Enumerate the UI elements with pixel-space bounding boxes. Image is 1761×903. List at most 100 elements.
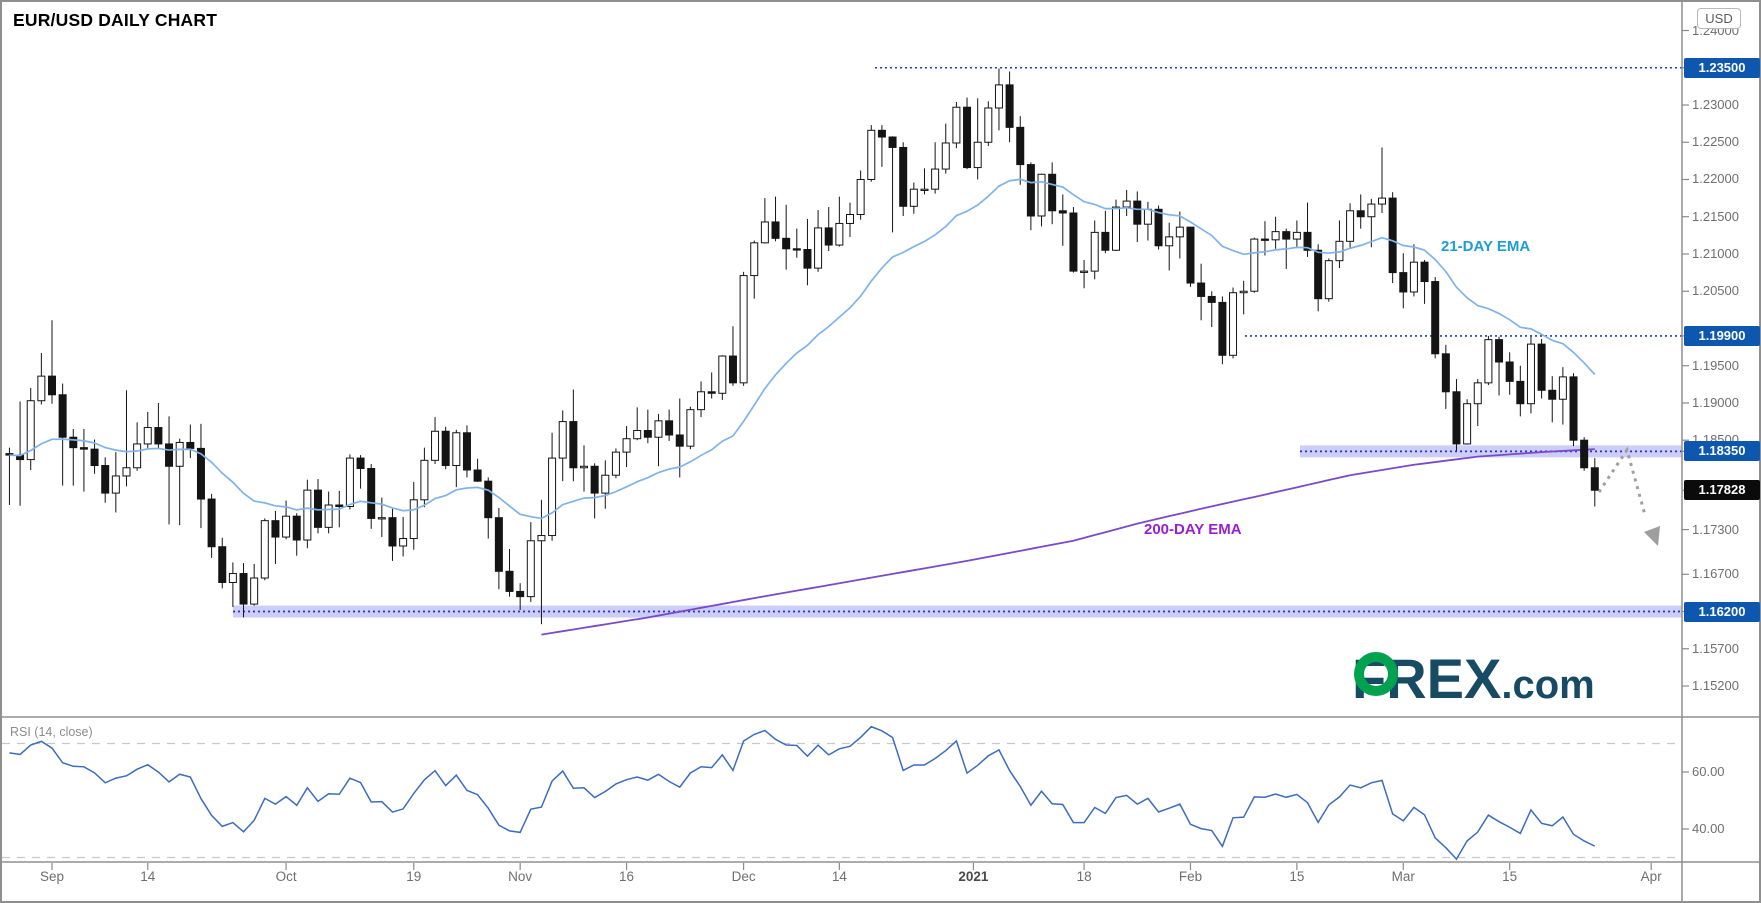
candle-nov-12 xyxy=(601,474,610,494)
candle-dec-11 xyxy=(824,227,833,246)
candle-mar-12 xyxy=(1495,339,1504,363)
candle-jan-21 xyxy=(1112,206,1120,251)
candle-sep-1 xyxy=(48,375,56,396)
candle-feb-10 xyxy=(1260,238,1269,241)
candle-jan-11 xyxy=(1026,164,1035,217)
candle-jan-20 xyxy=(1101,231,1110,251)
candle-jan-5 xyxy=(984,107,993,143)
candle-feb-9 xyxy=(1250,238,1259,292)
candle-nov-17 xyxy=(633,430,642,440)
candle-jan-22 xyxy=(1122,200,1131,208)
candle-oct-30 xyxy=(505,570,514,592)
candle-dec-8 xyxy=(792,248,801,251)
candle-jan-8 xyxy=(1016,126,1025,166)
candle-dec-18 xyxy=(877,129,886,138)
candle-nov-18 xyxy=(643,430,652,438)
candle-oct-29 xyxy=(494,517,503,572)
candle-oct-8 xyxy=(335,504,344,508)
candle-jan-19 xyxy=(1090,231,1099,272)
candle-mar-22 xyxy=(1558,376,1567,400)
candle-feb-12 xyxy=(1282,231,1291,240)
candle-dec-23 xyxy=(909,188,918,207)
candle-oct-16 xyxy=(399,538,408,547)
candle-nov-30 xyxy=(728,355,737,384)
page-title: EUR/USD DAILY CHART xyxy=(13,10,218,30)
candle-oct-26 xyxy=(462,432,471,471)
candle-dec-2 xyxy=(750,242,759,277)
candle-feb-24 xyxy=(1367,203,1376,218)
candle-nov-3 xyxy=(526,540,535,598)
candle-sep-24 xyxy=(228,573,237,583)
candle-oct-15 xyxy=(388,517,397,547)
candle-dec-29 xyxy=(941,142,950,170)
candle-sep-18 xyxy=(186,441,195,449)
candle-dec-4 xyxy=(771,221,780,239)
candle-oct-19 xyxy=(409,499,418,540)
candle-mar-9 xyxy=(1463,403,1472,445)
candle-nov-20 xyxy=(665,420,674,436)
candle-nov-10 xyxy=(580,465,588,469)
candle-sep-16 xyxy=(165,443,174,467)
candle-oct-2 xyxy=(292,515,301,541)
candle-mar-18 xyxy=(1537,343,1546,391)
candle-nov-6 xyxy=(558,421,567,459)
candle-dec-31 xyxy=(963,106,972,169)
candle-nov-13 xyxy=(611,451,620,476)
candle-sep-7 xyxy=(90,448,99,467)
candle-jan-27 xyxy=(1154,208,1163,247)
candle-dec-21 xyxy=(888,136,897,148)
candle-mar-11 xyxy=(1484,339,1493,384)
candle-oct-23 xyxy=(452,432,461,467)
candle-mar-25 xyxy=(1590,467,1599,491)
candle-jan-18 xyxy=(1080,270,1089,273)
candle-mar-1 xyxy=(1399,272,1408,293)
candle-oct-14 xyxy=(377,517,386,520)
candle-mar-23 xyxy=(1569,376,1578,441)
candle-dec-24 xyxy=(920,188,929,191)
candle-nov-16 xyxy=(622,438,631,453)
candle-feb-17 xyxy=(1314,249,1323,300)
forex-logo-text-rest: REX xyxy=(1386,647,1502,710)
candle-oct-13 xyxy=(367,468,376,519)
candle-jan-14 xyxy=(1058,210,1067,214)
ema21-annotation-label: 21-DAY EMA xyxy=(1441,238,1531,255)
candle-mar-24 xyxy=(1580,439,1589,469)
candle-sep-22 xyxy=(207,498,216,548)
projection-arrow xyxy=(1597,446,1647,516)
rsi-indicator-label: RSI (14, close) xyxy=(10,725,93,739)
forex-logo-target-ring-icon xyxy=(1354,652,1398,696)
candle-jan-7 xyxy=(1005,84,1014,128)
candle-jan-28 xyxy=(1165,236,1174,247)
candle-aug-28 xyxy=(26,400,35,461)
candle-feb-1 xyxy=(1186,226,1195,284)
ema200-annotation-label: 200-DAY EMA xyxy=(1144,521,1242,538)
candle-mar-16 xyxy=(1516,380,1525,405)
candle-sep-28 xyxy=(250,577,259,605)
candle-mar-4 xyxy=(1431,281,1440,355)
candle-oct-27 xyxy=(473,469,482,482)
candle-nov-26 xyxy=(707,391,716,394)
candle-oct-20 xyxy=(420,459,429,501)
candle-oct-1 xyxy=(282,515,291,538)
candle-sep-11 xyxy=(133,443,142,469)
candle-sep-25 xyxy=(239,573,248,605)
candle-aug-31 xyxy=(37,375,46,402)
currency-selector-button[interactable]: USD xyxy=(1697,8,1741,29)
candle-nov-24 xyxy=(686,409,695,447)
candle-mar-10 xyxy=(1473,382,1482,405)
candle-dec-16 xyxy=(856,178,865,216)
candle-oct-7 xyxy=(324,504,333,528)
candle-oct-9 xyxy=(345,457,354,508)
candle-jan-13 xyxy=(1048,173,1057,212)
candle-feb-22 xyxy=(1346,210,1355,242)
candle-sep-29 xyxy=(260,520,269,579)
candle-nov-9 xyxy=(569,421,578,469)
candle-mar-15 xyxy=(1505,361,1514,382)
candle-mar-19 xyxy=(1548,389,1557,400)
candle-mar-8 xyxy=(1452,391,1461,445)
candle-dec-9 xyxy=(803,249,812,269)
candle-feb-8 xyxy=(1239,290,1248,294)
candle-sep-30 xyxy=(271,520,280,538)
candle-sep-15 xyxy=(154,427,163,445)
